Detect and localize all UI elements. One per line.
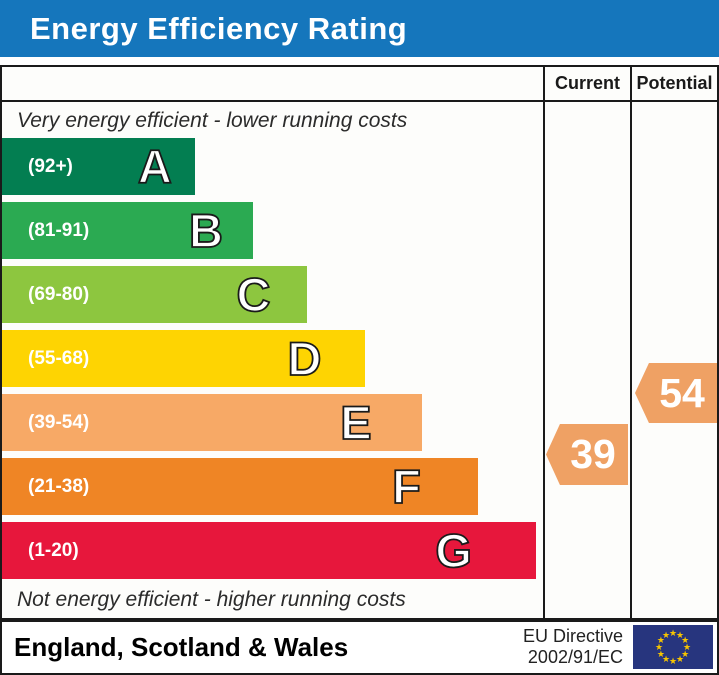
current-rating-arrow: 39 [546,424,628,485]
top-note: Very energy efficient - lower running co… [17,109,408,132]
region-label: England, Scotland & Wales [14,632,349,662]
eu-flag-star: ★ [656,635,665,645]
potential-rating-arrow: 54 [635,363,717,423]
footer: England, Scotland & Wales EU Directive 2… [0,620,719,675]
band-letter: E [339,395,372,450]
current-column-header: Current [554,73,620,93]
band-a: (92+) A [2,138,195,195]
eu-flag-star: ★ [675,629,685,640]
current-rating-value: 39 [570,431,616,477]
eu-directive-line2: 2002/91/EC [527,647,623,667]
eu-flag-star: ★ [656,649,665,659]
eu-directive-label: EU Directive 2002/91/EC [523,626,623,668]
eu-flag-star: ★ [654,642,664,652]
band-b: (81-91) B [2,202,253,259]
eu-flag-star: ★ [681,635,690,645]
band-range-label: (1-20) [28,539,79,561]
eu-flag-star: ★ [681,649,690,659]
band-range-label: (39-54) [28,411,90,433]
eu-directive-line1: EU Directive [522,626,623,646]
potential-column-divider [630,67,632,618]
band-range-label: (81-91) [28,219,90,241]
band-letter: D [287,331,323,386]
band-range-label: (69-80) [28,283,90,305]
band-range-label: (55-68) [28,347,90,369]
eu-flag-star: ★ [675,654,685,665]
rating-table: Current Potential Very energy efficient … [0,65,719,620]
band-e: (39-54) E [2,394,422,451]
potential-rating-value: 54 [659,369,705,416]
header-underline [2,100,717,102]
band-range-label: (21-38) [28,475,90,497]
eu-flag-star: ★ [661,654,671,665]
band-range-label: (92+) [28,155,73,177]
potential-column-header: Potential [636,73,713,93]
band-letter: B [188,203,224,258]
band-g: (1-20) G [2,522,536,579]
band-c: (69-80) C [2,266,307,323]
page-title: Energy Efficiency Rating [30,10,408,46]
band-d: (55-68) D [2,330,365,387]
current-column-divider [543,67,545,618]
eu-flag-star: ★ [668,628,678,638]
eu-flag-star: ★ [661,629,671,640]
eu-flag-star: ★ [668,656,678,666]
band-f: (21-38) F [2,458,478,515]
eu-flag-icon: ★ ★ ★ ★ ★ ★ ★ ★ ★ ★ ★ ★ [633,625,713,669]
band-letter: F [391,459,422,514]
band-letter: G [434,523,472,578]
bottom-note: Not energy efficient - higher running co… [17,588,406,611]
band-letter: A [137,139,173,194]
title-bar: Energy Efficiency Rating [0,0,719,57]
eu-flag-star: ★ [682,642,692,652]
band-letter: C [236,267,272,322]
